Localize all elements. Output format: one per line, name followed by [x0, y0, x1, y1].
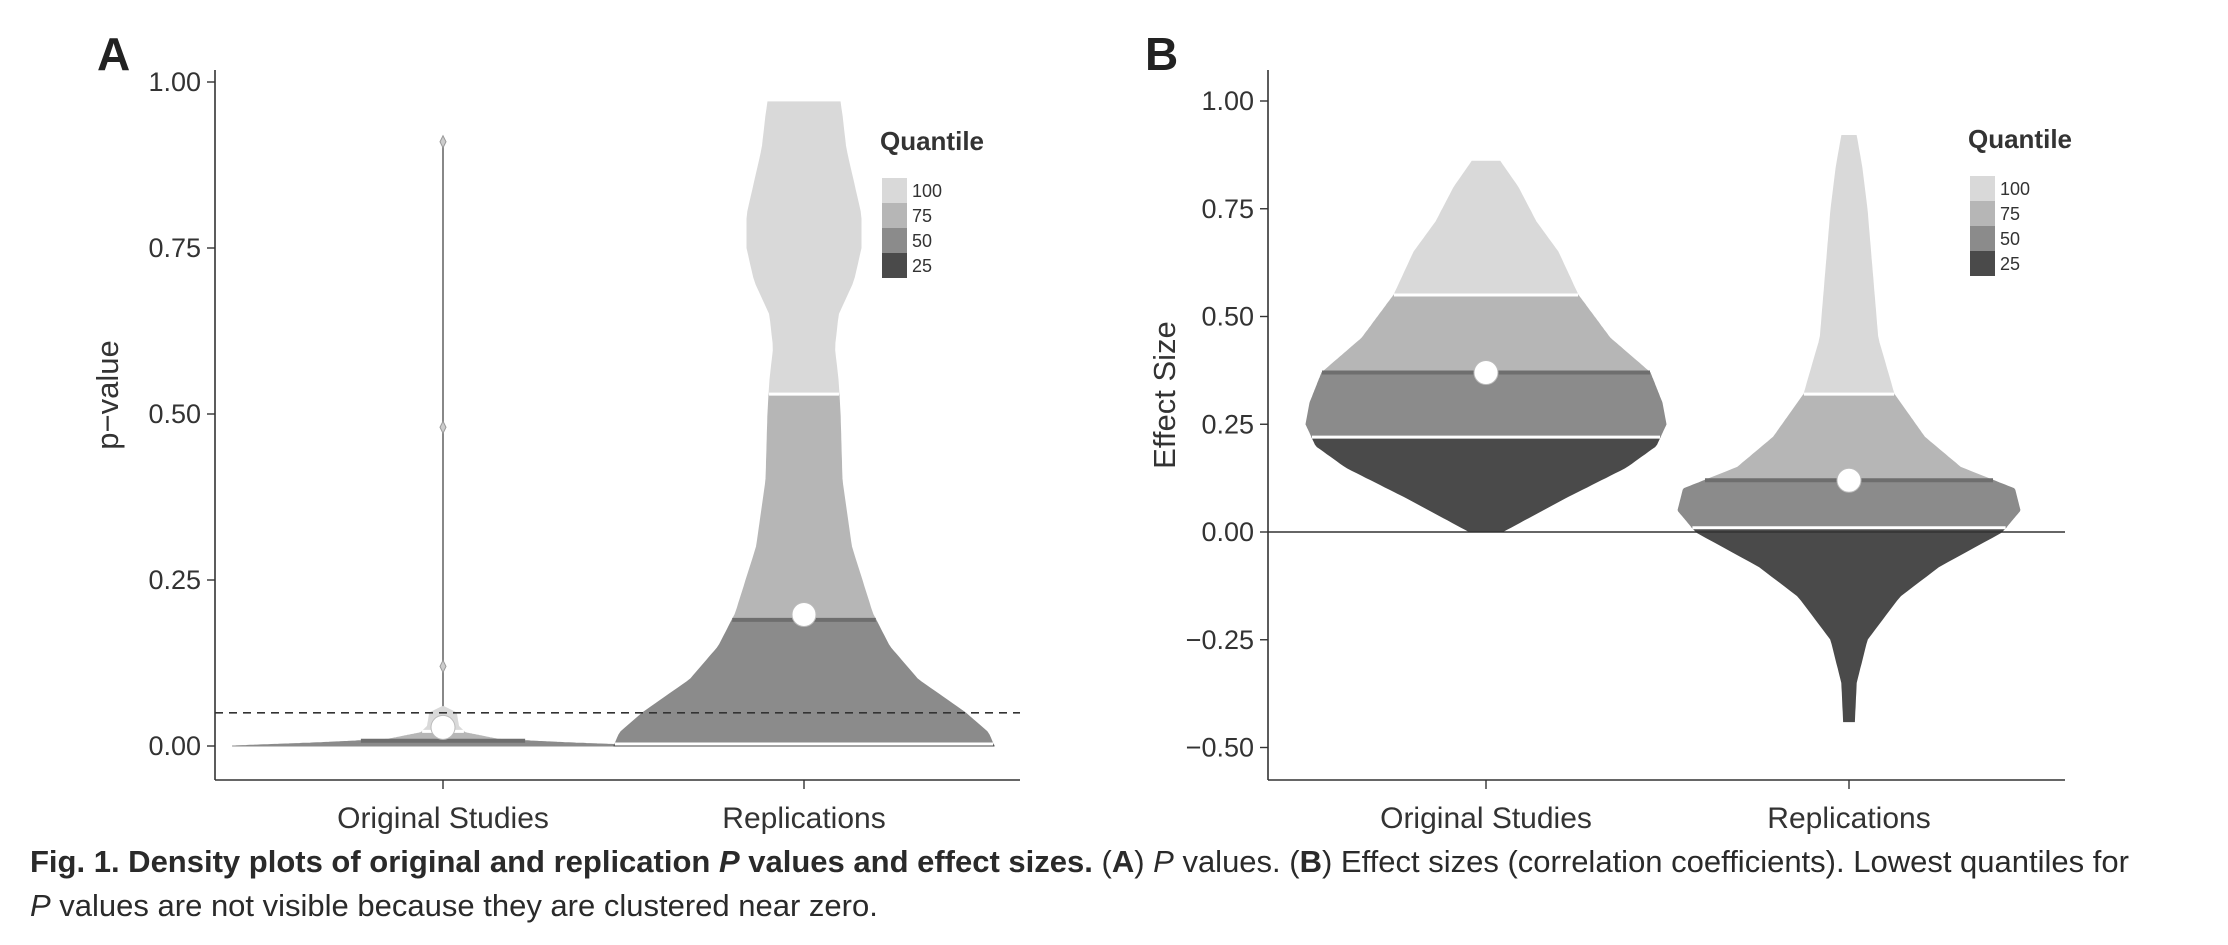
- legend-swatch: [1970, 201, 1995, 226]
- legend-label: 50: [912, 231, 932, 251]
- mean-point: [791, 602, 817, 628]
- violin-band-q25: [1311, 436, 1661, 533]
- caption-bold-italic-p: P: [718, 844, 740, 879]
- y-tick-label: 0.00: [1201, 517, 1254, 547]
- caption-line2-text: values are not visible because they are …: [50, 888, 878, 923]
- legend-swatch: [882, 228, 907, 253]
- y-tick-label: 1.00: [1201, 86, 1254, 116]
- x-category-label: Original Studies: [1380, 802, 1592, 835]
- y-tick-label: 0.00: [148, 731, 201, 761]
- legend-label: 50: [2000, 229, 2020, 249]
- y-tick-label: 1.00: [148, 67, 201, 97]
- legend-title: Quantile: [880, 126, 984, 156]
- legend-swatch: [1970, 176, 1995, 201]
- outlier-point: [439, 659, 447, 674]
- caption-part-a-text: values. (: [1173, 844, 1300, 879]
- y-tick-label: −0.25: [1186, 625, 1254, 655]
- y-axis-label: p−value: [90, 340, 125, 449]
- y-tick-label: 0.50: [148, 399, 201, 429]
- legend-label: 100: [912, 181, 942, 201]
- legend-swatch: [882, 178, 907, 203]
- y-tick-label: 0.25: [1201, 409, 1254, 439]
- y-tick-label: 0.25: [148, 565, 201, 595]
- x-category-label: Replications: [1767, 802, 1930, 835]
- legend-swatch: [882, 253, 907, 278]
- legend-swatch: [882, 203, 907, 228]
- outlier-point: [439, 420, 447, 435]
- mean-point: [1836, 467, 1862, 493]
- violin-band-q100: [1803, 135, 1895, 395]
- caption-letter-a: A: [1111, 844, 1135, 879]
- violin-band-q50: [614, 619, 994, 745]
- violin-band-q100: [746, 101, 862, 395]
- violin-band-q100: [1393, 160, 1579, 296]
- legend-label: 25: [2000, 254, 2020, 274]
- panel-a: Ap−value 0.00 0.25 0.50 0.75 1.00 Original Stu…: [90, 28, 1020, 835]
- legend-label: 100: [2000, 179, 2030, 199]
- caption-part-b-text: ) Effect sizes (correlation coefficients…: [1322, 844, 2129, 879]
- figure-caption: Fig. 1. Density plots of original and re…: [30, 840, 2210, 928]
- y-tick-label: 0.50: [1201, 302, 1254, 332]
- legend-swatch: [1970, 226, 1995, 251]
- legend-swatch: [1970, 251, 1995, 276]
- caption-bold-suffix: values and effect sizes.: [739, 844, 1093, 879]
- mean-point: [430, 714, 456, 740]
- panel-letter: B: [1145, 28, 1178, 80]
- y-tick-label: 0.75: [1201, 194, 1254, 224]
- violin-band-q75: [1704, 393, 1994, 481]
- outlier-point: [439, 134, 447, 149]
- legend-label: 75: [912, 206, 932, 226]
- y-tick-label: 0.75: [148, 233, 201, 263]
- caption-italic-p-a: P: [1153, 844, 1174, 879]
- caption-paren: (: [1092, 844, 1112, 879]
- caption-bold-prefix: Fig. 1. Density plots of original and re…: [30, 844, 719, 879]
- y-axis-label: Effect Size: [1147, 321, 1182, 469]
- x-category-label: Replications: [722, 802, 885, 835]
- legend-label: 75: [2000, 204, 2020, 224]
- x-category-label: Original Studies: [337, 802, 549, 835]
- legend-label: 25: [912, 256, 932, 276]
- mean-point: [1473, 360, 1499, 386]
- violin-band-q75: [731, 393, 877, 621]
- legend-title: Quantile: [1968, 124, 2072, 154]
- panel-letter: A: [97, 28, 130, 80]
- caption-letter-b: B: [1299, 844, 1322, 879]
- y-tick-label: −0.50: [1186, 733, 1254, 763]
- panel-b: B Effect Size −0.50 −0.25 0.00 0.25 0.50 0.75 1.…: [1145, 28, 2072, 835]
- caption-paren-close: ): [1134, 844, 1154, 879]
- violin-band-q25: [1691, 527, 2007, 723]
- caption-italic-p-line2: P: [30, 888, 51, 923]
